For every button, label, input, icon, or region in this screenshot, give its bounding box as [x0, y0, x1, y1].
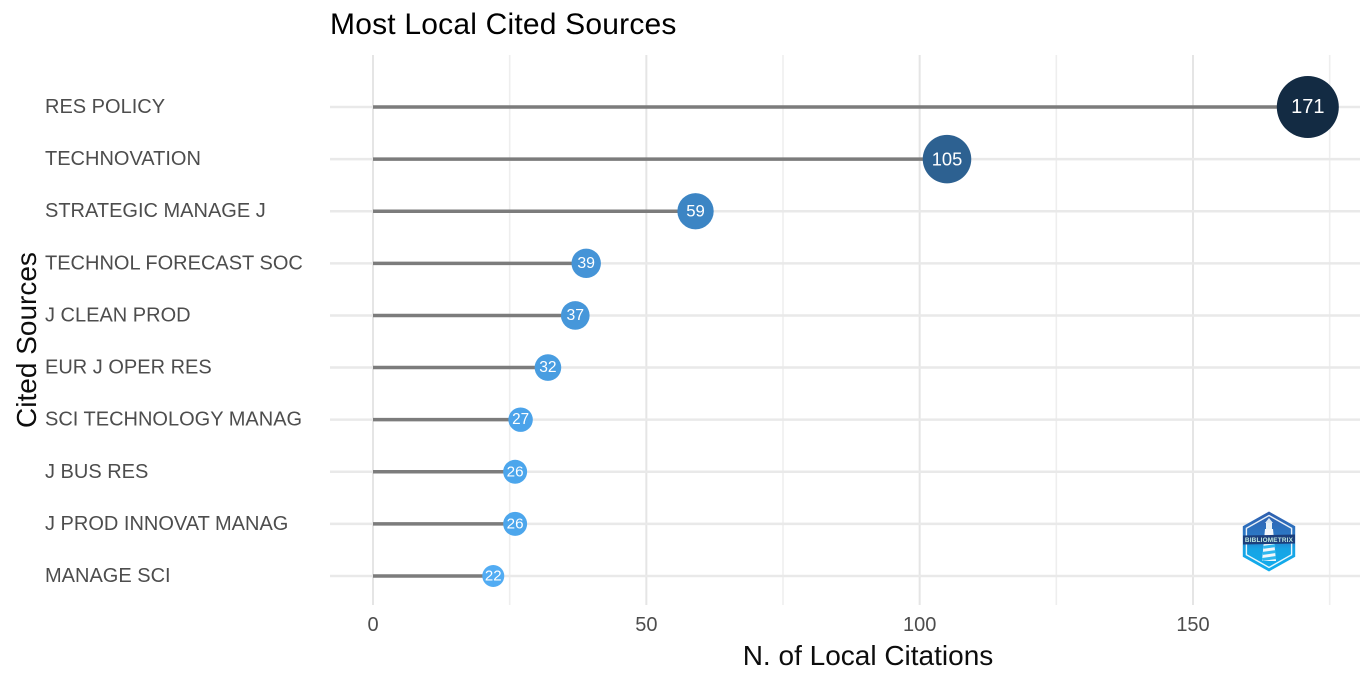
y-tick-label: TECHNOVATION: [45, 148, 201, 170]
y-tick-label: J BUS RES: [45, 461, 148, 483]
lollipop-dot: [534, 354, 562, 381]
lollipop-dot: [571, 248, 601, 279]
x-axis-title: N. of Local Citations: [742, 640, 994, 671]
y-tick-label: EUR J OPER RES: [45, 357, 212, 379]
dot-value-label: 105: [932, 149, 963, 170]
y-tick-label: MANAGE SCI: [45, 565, 171, 587]
y-tick-label: SCI TECHNOLOGY MANAG: [45, 409, 302, 431]
x-tick-label: 0: [367, 614, 378, 636]
lollipop-dot: [508, 407, 533, 432]
lollipop-dot: [922, 134, 972, 184]
dot-value-label: 171: [1291, 96, 1324, 118]
dot-value-label: 22: [485, 567, 502, 584]
dot-value-label: 37: [566, 307, 584, 324]
y-tick-label: TECHNOL FORECAST SOC: [45, 252, 303, 274]
bibliometrix-logo-icon: BIBLIOMETRIX: [1242, 511, 1296, 572]
y-tick-label: J PROD INNOVAT MANAG: [45, 513, 288, 535]
logo-ribbon: BIBLIOMETRIX: [1243, 534, 1295, 545]
lollipop-dot: [503, 459, 528, 484]
lollipop-dot: [503, 511, 528, 536]
logo-inner-hexagon: [1245, 514, 1293, 569]
x-tick-label: 150: [1176, 614, 1209, 636]
lollipop-dot: [560, 301, 590, 330]
lollipop-dot: [677, 193, 714, 230]
x-tick-label: 100: [903, 614, 936, 636]
y-tick-label: J CLEAN PROD: [45, 304, 191, 326]
lollipop-dot: [1276, 76, 1339, 138]
dot-value-label: 26: [507, 515, 524, 532]
chart-title: Most Local Cited Sources: [330, 8, 677, 41]
x-tick-label: 50: [635, 614, 657, 636]
dot-value-label: 39: [577, 255, 595, 272]
y-tick-label: RES POLICY: [45, 96, 165, 118]
dot-value-label: 27: [512, 411, 529, 428]
dot-value-label: 59: [686, 202, 705, 221]
dot-value-label: 32: [539, 359, 556, 376]
dot-value-label: 26: [507, 463, 524, 480]
y-tick-label: STRATEGIC MANAGE J: [45, 200, 266, 222]
logo-wordmark: BIBLIOMETRIX: [1245, 537, 1294, 544]
lollipop-dot: [482, 564, 505, 587]
